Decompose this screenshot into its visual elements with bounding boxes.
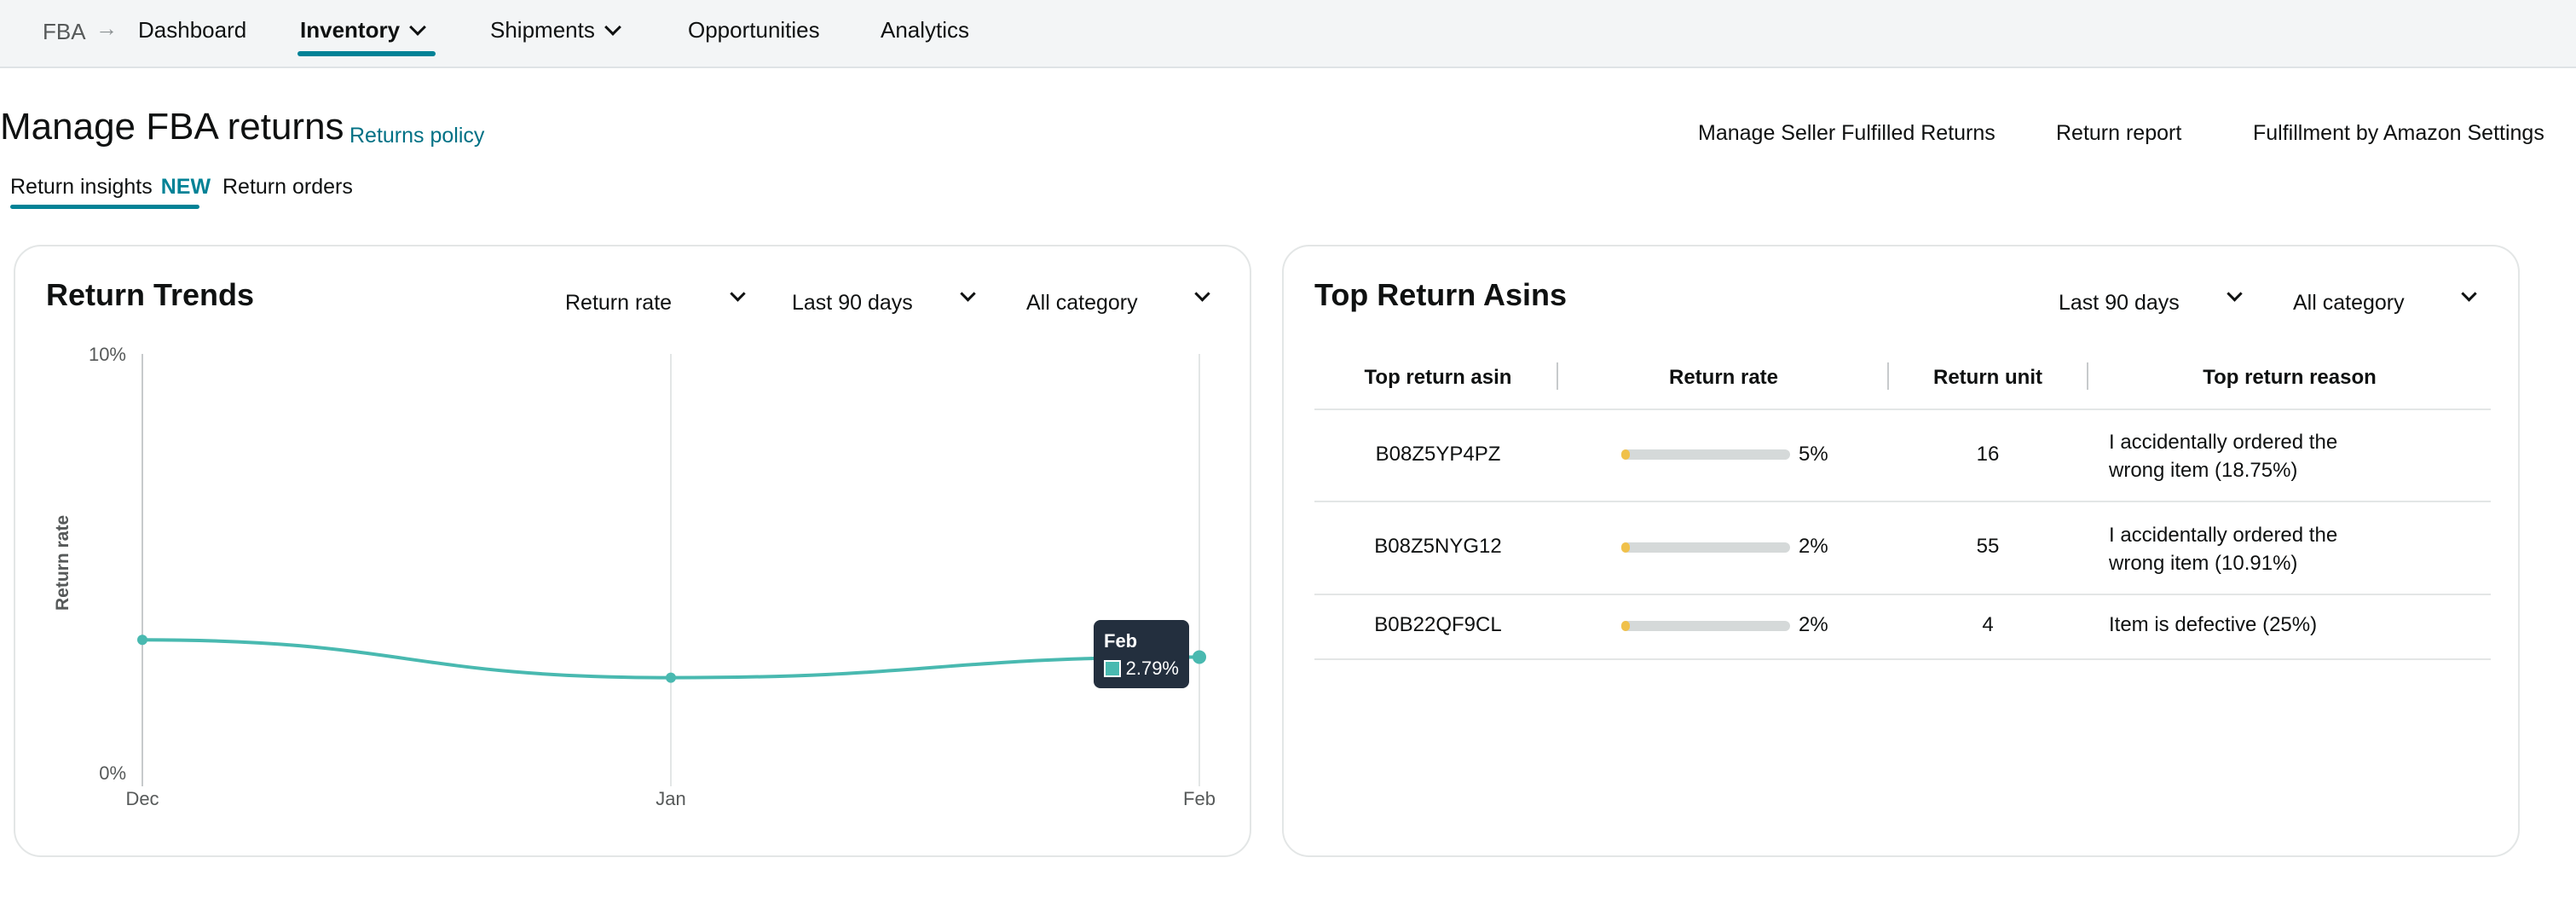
x-tick-label-feb: Feb bbox=[1183, 788, 1216, 809]
period-dropdown[interactable]: Last 90 days bbox=[792, 286, 976, 316]
asins-period-dropdown[interactable]: Last 90 days bbox=[2059, 286, 2243, 316]
return-trends-card: Return Trends Return rate Last 90 days A… bbox=[14, 245, 1251, 857]
nav-analytics[interactable]: Analytics bbox=[881, 17, 969, 43]
nav-analytics-label: Analytics bbox=[881, 17, 970, 43]
units-cell: 4 bbox=[1982, 613, 1994, 636]
nav-dashboard-label: Dashboard bbox=[138, 17, 247, 43]
nav-inventory-label: Inventory bbox=[300, 17, 401, 43]
tab-return-insights-label: Return insights bbox=[10, 175, 153, 199]
nav-opportunities-label: Opportunities bbox=[688, 17, 820, 43]
column-separator bbox=[1887, 362, 1889, 390]
column-separator bbox=[1557, 362, 1558, 390]
nav-dashboard[interactable]: Dashboard bbox=[138, 17, 246, 43]
rate-bar-track bbox=[1621, 621, 1790, 631]
column-header-reason: Top return reason bbox=[2203, 366, 2377, 389]
reason-line-1: I accidentally ordered the bbox=[2109, 431, 2338, 454]
fba-settings-link[interactable]: Fulfillment by Amazon Settings bbox=[2253, 121, 2544, 145]
tab-active-underline bbox=[10, 205, 199, 209]
return-trends-chart: 10% 0% Return rate Dec Jan Feb bbox=[53, 344, 1216, 809]
top-return-asins-card: Top Return Asins Last 90 days All catego… bbox=[1282, 245, 2520, 857]
top-nav: FBA → Dashboard Inventory Shipments Oppo… bbox=[0, 0, 2576, 68]
nav-shipments[interactable]: Shipments bbox=[490, 17, 621, 43]
series-swatch bbox=[1104, 660, 1121, 677]
asins-period-dropdown-label: Last 90 days bbox=[2059, 291, 2180, 315]
y-tick-label-max: 10% bbox=[89, 344, 126, 365]
rate-bar-fill bbox=[1621, 449, 1630, 460]
tab-return-insights[interactable]: Return insights NEW bbox=[10, 175, 211, 200]
units-cell: 55 bbox=[1976, 535, 2000, 558]
data-point-dec[interactable] bbox=[137, 635, 147, 646]
rate-cell: 2% bbox=[1799, 613, 1828, 636]
return-trends-title: Return Trends bbox=[46, 277, 255, 312]
row-divider bbox=[1314, 501, 2491, 502]
nav-active-underline bbox=[297, 51, 436, 56]
new-badge: NEW bbox=[160, 175, 211, 199]
nav-shipments-label: Shipments bbox=[490, 17, 595, 43]
column-header-rate: Return rate bbox=[1668, 366, 1779, 389]
manage-seller-returns-link[interactable]: Manage Seller Fulfilled Returns bbox=[1698, 121, 1996, 145]
metric-dropdown[interactable]: Return rate bbox=[565, 286, 746, 316]
rate-cell: 2% bbox=[1799, 535, 1828, 558]
x-tick-label-jan: Jan bbox=[656, 788, 685, 809]
breadcrumb-fba[interactable]: FBA bbox=[43, 19, 86, 44]
nav-opportunities[interactable]: Opportunities bbox=[688, 17, 820, 43]
category-dropdown-label: All category bbox=[1026, 291, 1138, 315]
asins-category-dropdown-label: All category bbox=[2293, 291, 2405, 315]
data-points[interactable] bbox=[137, 635, 1206, 683]
asin-cell: B08Z5YP4PZ bbox=[1375, 443, 1501, 466]
units-cell: 16 bbox=[1976, 443, 2000, 466]
column-separator bbox=[2087, 362, 2088, 390]
chart-tooltip: Feb 2.79% bbox=[1094, 620, 1189, 688]
period-dropdown-label: Last 90 days bbox=[792, 291, 913, 315]
column-header-units: Return unit bbox=[1933, 366, 2042, 389]
y-axis-title: Return rate bbox=[53, 515, 72, 611]
returns-policy-link[interactable]: Returns policy bbox=[349, 124, 485, 148]
reason-cell: I accidentally ordered the wrong item (18… bbox=[2109, 428, 2337, 484]
data-point-feb[interactable] bbox=[1193, 650, 1206, 664]
reason-line-2: wrong item (10.91%) bbox=[2109, 552, 2298, 575]
chevron-down-icon bbox=[2461, 286, 2477, 302]
data-point-jan[interactable] bbox=[666, 672, 676, 683]
row-divider bbox=[1314, 658, 2491, 660]
reason-line-2: wrong item (18.75%) bbox=[2109, 459, 2298, 482]
rate-bar-track bbox=[1621, 449, 1790, 460]
rate-bar-fill bbox=[1621, 621, 1630, 631]
reason-line-1: I accidentally ordered the bbox=[2109, 524, 2338, 547]
tooltip-value: 2.79% bbox=[1125, 658, 1179, 679]
row-divider bbox=[1314, 594, 2491, 595]
category-dropdown[interactable]: All category bbox=[1026, 286, 1210, 316]
nav-inventory[interactable]: Inventory bbox=[300, 17, 426, 43]
tooltip-label: Feb bbox=[1104, 630, 1138, 652]
y-tick-label-min: 0% bbox=[99, 762, 126, 784]
asin-cell: B0B22QF9CL bbox=[1374, 613, 1502, 636]
metric-dropdown-label: Return rate bbox=[565, 291, 673, 315]
x-tick-label-dec: Dec bbox=[125, 788, 159, 809]
reason-cell: Item is defective (25%) bbox=[2109, 613, 2318, 636]
chevron-down-icon bbox=[2227, 286, 2243, 302]
top-return-asins-title: Top Return Asins bbox=[1314, 277, 1567, 312]
tooltip-row: 2.79% bbox=[1104, 658, 1179, 680]
asin-cell: B08Z5NYG12 bbox=[1374, 535, 1502, 558]
row-divider bbox=[1314, 409, 2491, 410]
return-report-link[interactable]: Return report bbox=[2056, 121, 2182, 145]
page-title: Manage FBA returns bbox=[0, 106, 344, 148]
tab-return-orders[interactable]: Return orders bbox=[222, 175, 353, 199]
reason-cell: I accidentally ordered the wrong item (10… bbox=[2109, 521, 2337, 577]
column-header-asin: Top return asin bbox=[1364, 366, 1512, 389]
rate-bar-track bbox=[1621, 542, 1790, 553]
rate-cell: 5% bbox=[1799, 443, 1828, 466]
asins-category-dropdown[interactable]: All category bbox=[2293, 286, 2477, 316]
arrow-right-icon: → bbox=[95, 15, 118, 41]
rate-bar-fill bbox=[1621, 542, 1630, 553]
